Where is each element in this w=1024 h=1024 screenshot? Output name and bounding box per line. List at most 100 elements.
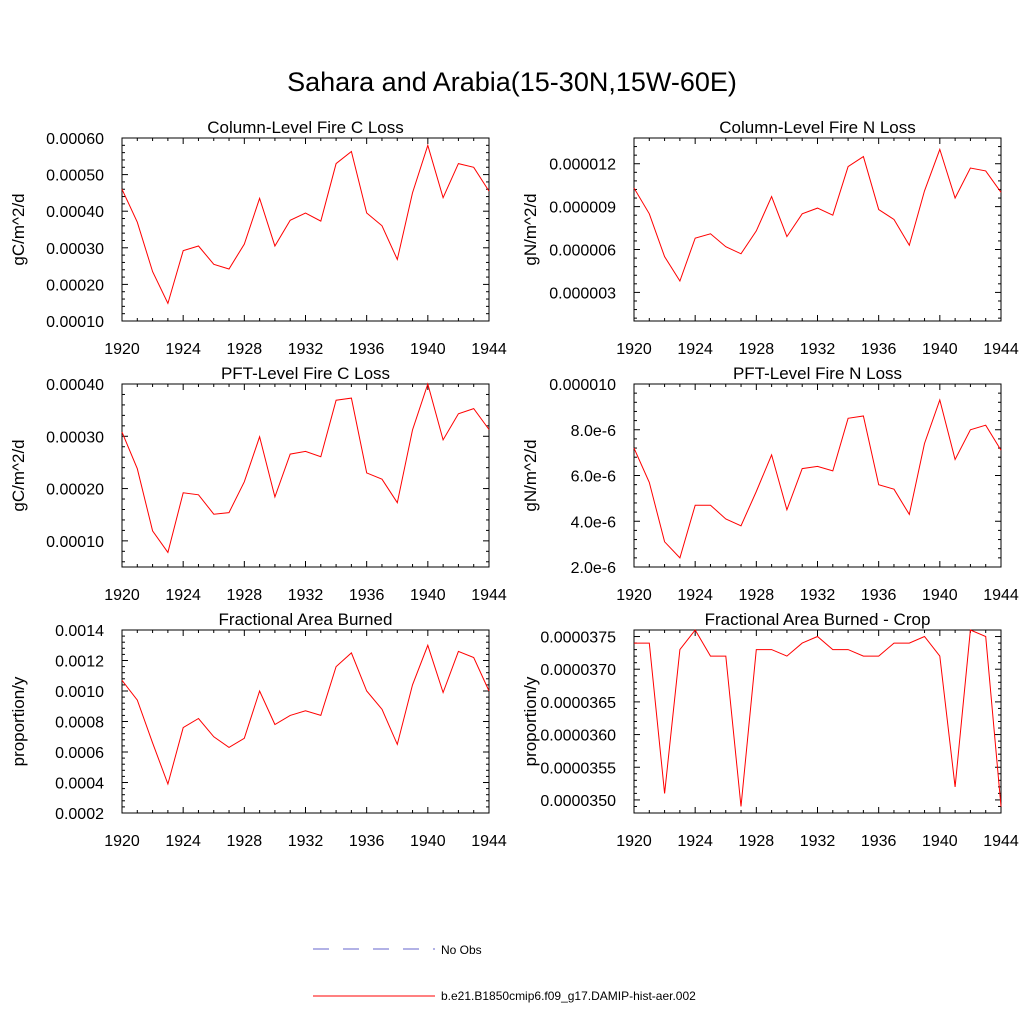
y-tick-label: 0.000012 — [549, 157, 616, 174]
plot-frame — [121, 383, 490, 568]
x-tick-label: 1924 — [677, 587, 713, 604]
panels: Column-Level Fire C Loss gC/m^2/d 1920 1924… — [9, 118, 1019, 850]
y-axis-label: proportion/y — [521, 676, 540, 766]
plot-frame — [633, 383, 1002, 568]
x-tick-label: 1940 — [410, 833, 446, 850]
y-tick-label: 0.0008 — [55, 715, 104, 732]
x-tick-label: 1928 — [227, 341, 263, 358]
y-axis-label: gN/m^2/d — [521, 439, 540, 511]
x-tick-label: 1936 — [349, 833, 385, 850]
x-tick-label: 1920 — [104, 587, 140, 604]
chart-panel: PFT-Level Fire N Loss gN/m^2/d 1920 1924 192… — [521, 364, 1019, 604]
x-tick-label: 1924 — [165, 341, 201, 358]
x-tick-label: 1932 — [800, 833, 836, 850]
y-tick-label: 0.00030 — [46, 429, 104, 446]
y-tick-label: 0.0000370 — [540, 662, 616, 679]
x-tick-label: 1932 — [800, 341, 836, 358]
x-tick-label: 1928 — [739, 833, 775, 850]
y-tick-label: 0.0004 — [55, 776, 104, 793]
legend-label-no-obs: No Obs — [441, 943, 482, 957]
x-tick-label: 1944 — [983, 833, 1019, 850]
x-tick-label: 1932 — [288, 833, 324, 850]
y-tick-label: 0.00010 — [46, 534, 104, 551]
y-tick-label: 0.000006 — [549, 243, 616, 260]
x-tick-label: 1920 — [616, 833, 652, 850]
chart-panel: Column-Level Fire C Loss gC/m^2/d 1920 1924… — [9, 118, 507, 358]
x-tick-label: 1944 — [471, 341, 507, 358]
x-tick-label: 1932 — [288, 341, 324, 358]
x-tick-label: 1936 — [861, 341, 897, 358]
panel-title: PFT-Level Fire N Loss — [733, 364, 902, 383]
x-tick-label: 1936 — [349, 341, 385, 358]
y-tick-label: 0.00020 — [46, 482, 104, 499]
plot-frame — [633, 629, 1002, 814]
x-tick-label: 1940 — [922, 341, 958, 358]
y-tick-label: 2.0e-6 — [571, 560, 616, 577]
y-tick-label: 0.000003 — [549, 285, 616, 302]
x-tick-label: 1924 — [677, 833, 713, 850]
y-tick-label: 0.0010 — [55, 684, 104, 701]
plot-frame — [121, 629, 490, 814]
x-tick-label: 1920 — [104, 833, 140, 850]
x-tick-label: 1920 — [104, 341, 140, 358]
x-tick-label: 1936 — [861, 833, 897, 850]
legend: No Obs b.e21.B1850cmip6.f09_g17.DAMIP-hi… — [313, 943, 696, 1003]
panel-title: PFT-Level Fire C Loss — [221, 364, 390, 383]
y-tick-label: 0.0000365 — [540, 695, 616, 712]
x-tick-label: 1936 — [861, 587, 897, 604]
y-tick-label: 0.0000350 — [540, 793, 616, 810]
x-tick-label: 1924 — [677, 341, 713, 358]
y-axis-label: proportion/y — [9, 676, 28, 766]
x-tick-label: 1940 — [410, 341, 446, 358]
x-tick-label: 1944 — [983, 587, 1019, 604]
plot-frame — [633, 137, 1002, 322]
y-tick-label: 0.00040 — [46, 377, 104, 394]
x-tick-label: 1924 — [165, 833, 201, 850]
y-tick-label: 4.0e-6 — [571, 514, 616, 531]
y-axis-label: gN/m^2/d — [521, 193, 540, 265]
y-tick-label: 0.0002 — [55, 806, 104, 823]
y-tick-label: 0.00010 — [46, 314, 104, 331]
y-tick-label: 8.0e-6 — [571, 423, 616, 440]
y-tick-label: 0.0000360 — [540, 728, 616, 745]
x-tick-label: 1928 — [739, 587, 775, 604]
x-tick-label: 1920 — [616, 587, 652, 604]
y-tick-label: 0.00060 — [46, 131, 104, 148]
series-line — [121, 143, 490, 305]
x-tick-label: 1944 — [471, 587, 507, 604]
x-tick-label: 1940 — [410, 587, 446, 604]
series-line — [633, 398, 1002, 559]
panel-title: Column-Level Fire C Loss — [207, 118, 404, 137]
x-tick-label: 1928 — [739, 341, 775, 358]
x-tick-label: 1944 — [471, 833, 507, 850]
y-tick-label: 6.0e-6 — [571, 469, 616, 486]
chart-panel: Column-Level Fire N Loss gN/m^2/d 1920 1924… — [521, 118, 1019, 358]
x-tick-label: 1936 — [349, 587, 385, 604]
chart-panel: Fractional Area Burned - Crop proportion/… — [521, 610, 1019, 850]
panel-title: Column-Level Fire N Loss — [719, 118, 916, 137]
series-line — [634, 629, 1002, 807]
series-line — [121, 382, 490, 554]
y-tick-label: 0.000009 — [549, 200, 616, 217]
legend-label-model-run: b.e21.B1850cmip6.f09_g17.DAMIP-hist-aer.… — [441, 989, 696, 1003]
x-tick-label: 1944 — [983, 341, 1019, 358]
series-line — [633, 147, 1002, 283]
panel-title: Fractional Area Burned - Crop — [705, 610, 931, 629]
x-tick-label: 1928 — [227, 587, 263, 604]
y-axis-label: gC/m^2/d — [9, 439, 28, 511]
y-tick-label: 0.00020 — [46, 277, 104, 294]
y-tick-label: 0.0006 — [55, 745, 104, 762]
y-tick-label: 0.00040 — [46, 204, 104, 221]
x-tick-label: 1924 — [165, 587, 201, 604]
x-tick-label: 1928 — [227, 833, 263, 850]
y-tick-label: 0.0000355 — [540, 760, 616, 777]
figure-title: Sahara and Arabia(15-30N,15W-60E) — [287, 67, 737, 97]
chart-panel: PFT-Level Fire C Loss gC/m^2/d 1920 1924 192… — [9, 364, 507, 604]
y-tick-label: 0.0012 — [55, 654, 104, 671]
x-tick-label: 1932 — [800, 587, 836, 604]
y-tick-label: 0.00050 — [46, 168, 104, 185]
x-tick-label: 1940 — [922, 587, 958, 604]
y-tick-label: 0.00030 — [46, 241, 104, 258]
y-tick-label: 0.0000375 — [540, 630, 616, 647]
